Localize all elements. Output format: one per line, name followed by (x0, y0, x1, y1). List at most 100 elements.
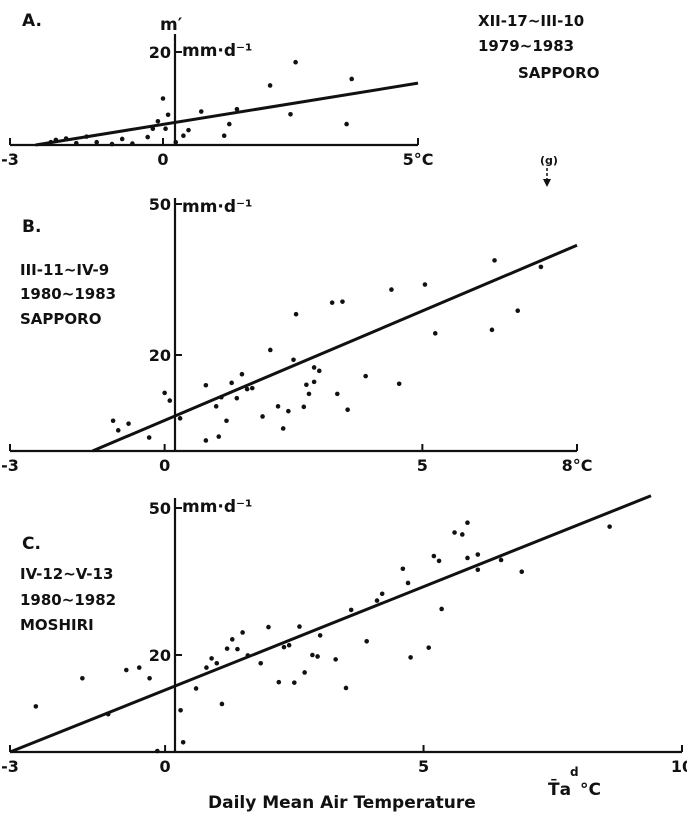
panel-c-data-point (343, 685, 349, 691)
panel-b-data-point (340, 299, 345, 304)
panel-c-data-point (209, 656, 214, 661)
panel-b-data-point (316, 368, 322, 374)
panel-c-data-point (155, 748, 160, 754)
panel-c-data-point (426, 645, 432, 650)
panel-c-station: MOSHIRI (20, 616, 94, 634)
panel-c-data-point (281, 644, 287, 650)
panel-b-data-point (216, 434, 222, 439)
panel-c-data-point (400, 566, 406, 572)
panel-b-label: B. (22, 217, 41, 237)
panel-b-station: SAPPORO (20, 310, 101, 328)
panel-c-data-point (348, 607, 354, 613)
panel-c-data-point (315, 654, 320, 659)
panel-c-data-point (431, 553, 437, 559)
panel-a-data-point (145, 134, 150, 140)
panel-a-data-point (74, 140, 79, 146)
panel-a-x-tick-label: 0 (157, 150, 168, 169)
panel-a-data-point (150, 126, 156, 132)
panel-c-y-tick-label: 50 (149, 499, 171, 518)
panel-b-data-point (203, 438, 209, 443)
panel-a-data-point (186, 127, 191, 133)
panel-b-data-point (389, 287, 394, 292)
panel-a-data-point (344, 121, 349, 127)
panel-c-data-point (465, 520, 470, 525)
panel-c-data-point (475, 552, 481, 557)
panel-b-data-point (239, 371, 245, 377)
panel-c-data-point (405, 580, 411, 586)
panel-c-data-point (204, 665, 209, 670)
panel-b-data-point (304, 382, 309, 388)
panel-b-marker-label: (g) (540, 154, 558, 167)
panel-b-data-point (177, 416, 183, 421)
panel-a-y-unit: mm·d⁻¹ (182, 41, 252, 61)
panel-c-data-point (379, 591, 385, 597)
panel-a-data-point (198, 109, 204, 114)
panel-a-data-point (160, 96, 166, 101)
panel-b-data-point (110, 418, 116, 424)
panel-c-data-point (224, 646, 230, 651)
panel-c-data-point (193, 686, 199, 691)
panel-c-data-point (292, 680, 297, 685)
panel-a-data-point (155, 118, 161, 124)
panel-c-data-point (498, 557, 504, 563)
panel-b-data-point (329, 300, 335, 305)
panel-c-data-point (519, 569, 525, 574)
panel-b-data-point (293, 311, 299, 317)
panel-b-data-point (213, 404, 219, 409)
panel-c-data-point (364, 638, 369, 644)
panel-c-data-point (266, 624, 271, 630)
panel-a-data-point (293, 59, 298, 65)
panel-c-data-point (105, 711, 111, 717)
panel-b-data-point (249, 385, 255, 391)
panel-c-data-point (245, 653, 251, 658)
panel-b-data-point (115, 428, 121, 433)
panel-b-data-point (538, 264, 544, 270)
panel-a-years: 1979~1983 (478, 37, 574, 55)
panel-b-data-point (306, 391, 312, 397)
x-axis-title: Daily Mean Air Temperature (208, 793, 476, 813)
panel-b-data-point (275, 404, 281, 409)
panel-c-data-point (439, 606, 444, 612)
panel-b-data-point (515, 308, 521, 314)
panel-a-data-point (163, 126, 168, 132)
panel-a-x-tick-label: 5°C (403, 150, 434, 169)
panel-c-data-point (475, 567, 481, 573)
panel-b-data-point (311, 379, 317, 385)
panel-b-x-tick-label: 8°C (562, 456, 593, 475)
panel-b-y-unit: mm·d⁻¹ (182, 197, 252, 217)
panel-a-data-point (349, 76, 355, 82)
panel-a-data-point (94, 139, 99, 145)
panel-a-data-point (234, 106, 240, 112)
panel-c-x-tick-label: -3 (1, 757, 19, 776)
panel-a-data-point (221, 133, 227, 138)
panel-b-y-tick-label: 20 (149, 346, 171, 365)
panel-c-data-point (33, 704, 39, 709)
panel-a-data-point (267, 83, 273, 88)
panel-a-regression-line (35, 81, 419, 147)
panel-a-data-point (119, 136, 125, 142)
panel-b-data-point (260, 414, 265, 419)
panel-a-data-point (173, 139, 179, 145)
panel-c-data-point (229, 637, 235, 642)
panel-b-data-point (335, 391, 340, 397)
panel-c-data-point (235, 646, 240, 652)
panel-b-data-point (146, 435, 152, 440)
panel-b-years: 1980~1983 (20, 285, 116, 303)
panel-c-data-point (258, 660, 264, 666)
panel-c-data-point (317, 633, 323, 638)
x-axis-symbol: T̄a (548, 778, 571, 800)
panel-a-data-point (227, 121, 232, 127)
panel-c-regression-line (9, 494, 652, 754)
panel-c-data-point (286, 642, 292, 648)
panel-a-period: XII-17~III-10 (478, 12, 584, 30)
panel-c-data-point (178, 707, 183, 713)
panel-c-data-point (452, 530, 457, 535)
panel-b-data-point (492, 258, 497, 263)
panel-a-data-point (288, 112, 293, 117)
panel-b-data-point (224, 418, 229, 424)
panel-c-data-point (297, 624, 302, 629)
panel-c-data-point (436, 558, 442, 564)
panel-b-data-point (167, 398, 173, 403)
panel-a-x-tick-label: -3 (1, 150, 19, 169)
